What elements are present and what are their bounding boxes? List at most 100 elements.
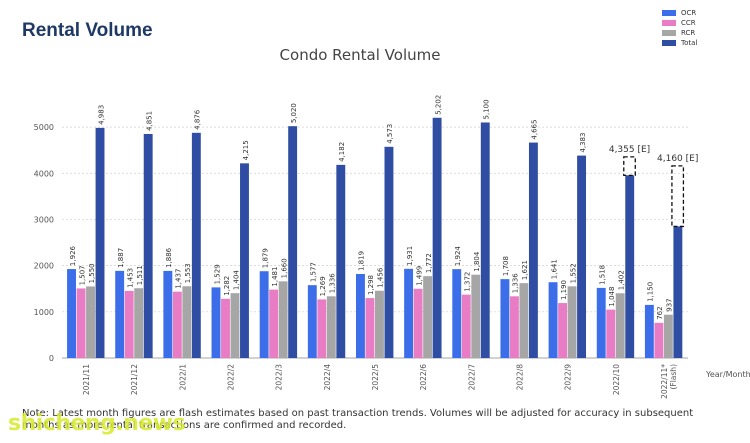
bar-rcr <box>86 286 95 358</box>
legend-swatch-rcr <box>662 30 676 36</box>
bar-rcr <box>278 281 288 358</box>
data-label-ccr: 762 <box>656 306 664 319</box>
data-label-ocr: 1,529 <box>213 264 221 284</box>
legend-swatch-ccr <box>662 20 676 26</box>
x-tick-label: 2022/8 <box>515 364 524 391</box>
data-label-ocr: 1,887 <box>117 248 125 268</box>
data-label-rcr: 1,404 <box>232 270 240 291</box>
data-label-rcr: 1,336 <box>329 273 337 294</box>
y-tick-label: 1000 <box>34 308 54 317</box>
data-label-ccr: 1,298 <box>367 275 375 295</box>
bar-ocr <box>211 287 221 358</box>
page-heading: Rental Volume <box>22 20 153 41</box>
x-tick-label: 2022/3 <box>275 364 284 391</box>
bar-ccr <box>509 296 519 358</box>
data-label-rcr: 1,804 <box>473 251 481 272</box>
bar-ocr <box>259 271 269 358</box>
bar-total <box>432 117 442 359</box>
y-tick-label: 5000 <box>34 123 54 132</box>
data-label-total: 4,665 <box>531 120 539 140</box>
data-label-ocr: 1,518 <box>599 265 607 285</box>
bar-total <box>528 142 538 358</box>
bar-rcr <box>134 288 144 358</box>
bar-ccr <box>76 288 86 358</box>
data-label-ccr: 1,282 <box>223 276 231 296</box>
bar-total <box>240 163 249 358</box>
chart-legend: OCR CCR RCR Total <box>662 8 697 48</box>
data-label-ccr: 1,372 <box>464 272 472 292</box>
legend-item-rcr: RCR <box>662 28 697 38</box>
legend-swatch-total <box>662 40 676 46</box>
x-tick-label: 2022/4 <box>323 364 332 391</box>
legend-swatch-ocr <box>662 10 676 16</box>
bar-ccr <box>365 298 375 358</box>
bar-ocr <box>67 269 76 358</box>
data-label-ccr: 1,507 <box>78 265 86 285</box>
x-tick-label: (Flash) <box>669 364 678 390</box>
estimate-label: 4,355 [E] <box>609 145 650 155</box>
legend-label-ocr: OCR <box>681 9 697 17</box>
data-label-ocr: 1,150 <box>647 282 655 302</box>
legend-item-ocr: OCR <box>662 8 697 18</box>
bar-ccr <box>461 294 471 358</box>
x-tick-label: 2022/1 <box>178 364 187 391</box>
y-tick-label: 2000 <box>34 262 54 271</box>
x-tick-label: 2022/7 <box>467 364 476 391</box>
data-label-ocr: 1,931 <box>406 246 414 266</box>
legend-label-total: Total <box>681 39 698 47</box>
data-label-ccr: 1,437 <box>175 269 183 289</box>
bar-ocr <box>500 279 510 358</box>
data-label-ocr: 1,886 <box>165 247 173 268</box>
data-label-ocr: 1,577 <box>310 262 318 282</box>
watermark: shicheng.news <box>8 411 186 436</box>
x-tick-label: 2022/10 <box>612 364 621 395</box>
data-label-ccr: 1,269 <box>319 276 327 296</box>
bar-ccr <box>124 290 134 358</box>
bar-rcr <box>375 290 384 358</box>
bar-total <box>336 164 346 358</box>
x-tick-label: 2022/5 <box>371 364 380 391</box>
bar-ocr <box>356 273 365 358</box>
bar-rcr <box>519 283 529 358</box>
x-tick-label: 2021/12 <box>130 364 139 395</box>
estimate-label: 4,160 [E] <box>657 154 698 164</box>
x-tick-label: 2022/6 <box>419 364 428 391</box>
bar-rcr <box>182 286 192 358</box>
legend-item-total: Total <box>662 38 697 48</box>
data-label-total: 4,383 <box>579 133 587 153</box>
x-tick-label: 2022/11* <box>660 364 669 399</box>
legend-item-ccr: CCR <box>662 18 697 28</box>
data-label-ocr: 1,926 <box>69 245 77 266</box>
data-label-total: 4,215 <box>242 140 250 160</box>
bar-total <box>625 175 635 358</box>
data-label-total: 5,020 <box>290 103 298 123</box>
data-label-rcr: 937 <box>666 298 674 311</box>
data-label-rcr: 1,552 <box>569 263 577 283</box>
data-label-ocr: 1,879 <box>261 248 269 268</box>
data-label-total: 5,202 <box>434 95 442 115</box>
bar-total <box>673 226 683 358</box>
bar-ocr <box>596 287 606 358</box>
bar-ocr <box>163 270 173 358</box>
bar-ccr <box>317 299 327 358</box>
bar-ocr <box>307 285 317 358</box>
bar-ccr <box>606 309 616 358</box>
bar-total <box>577 155 587 358</box>
data-label-ccr: 1,481 <box>271 267 279 287</box>
bar-rcr <box>615 293 625 358</box>
bar-ocr <box>115 270 125 358</box>
bar-ocr <box>404 268 414 358</box>
x-tick-label: 2021/11 <box>82 364 91 395</box>
bar-ccr <box>172 291 182 358</box>
bar-total <box>384 146 394 358</box>
bar-total <box>191 132 201 358</box>
data-label-total: 5,100 <box>483 99 491 119</box>
bar-ccr <box>654 322 664 358</box>
data-label-ccr: 1,190 <box>560 280 568 300</box>
footnote: Note: Latest month figures are flash est… <box>22 408 694 431</box>
data-label-rcr: 1,772 <box>425 253 433 273</box>
x-axis-label: Year/Month <box>705 370 750 379</box>
bar-total <box>288 126 298 359</box>
bar-ccr <box>413 288 423 358</box>
